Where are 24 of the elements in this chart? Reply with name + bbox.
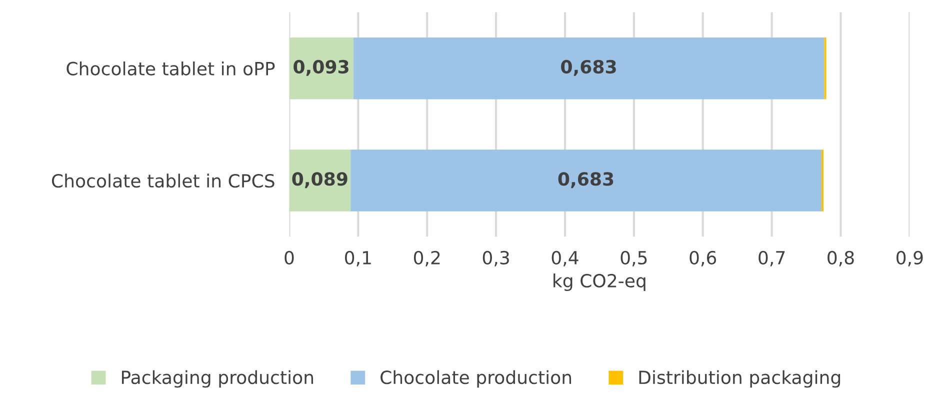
- x-axis-title: kg CO2-eq: [554, 274, 646, 292]
- data-label: 0,089: [292, 172, 348, 188]
- legend-label: Packaging production: [122, 370, 314, 388]
- data-label: 0,683: [561, 60, 616, 76]
- x-tick-label: 0,4: [552, 250, 578, 266]
- x-tick-label: 0,3: [482, 250, 509, 266]
- data-label: 0,093: [294, 60, 348, 76]
- x-tick-label: 0,8: [828, 250, 854, 266]
- bar: [289, 37, 354, 100]
- x-tick-label: 0,6: [690, 250, 716, 266]
- x-tick-label: 0,7: [758, 250, 785, 266]
- x-tick-label: 0,1: [345, 250, 371, 266]
- bar: [289, 150, 351, 212]
- y-tick-label: Chocolate tablet in oPP: [66, 61, 275, 76]
- data-label: 0,683: [558, 172, 614, 188]
- y-tick-label: Chocolate tablet in CPCS: [52, 174, 274, 188]
- x-tick-label: 0,5: [620, 250, 647, 266]
- legend-label: Distribution packaging: [639, 370, 840, 388]
- x-tick-label: 0,9: [896, 250, 923, 266]
- x-tick-label: 0: [284, 250, 294, 265]
- bar: [350, 150, 822, 212]
- legend-label: Chocolate production: [380, 370, 572, 388]
- bar: [353, 37, 824, 100]
- x-tick-label: 0,2: [414, 250, 440, 266]
